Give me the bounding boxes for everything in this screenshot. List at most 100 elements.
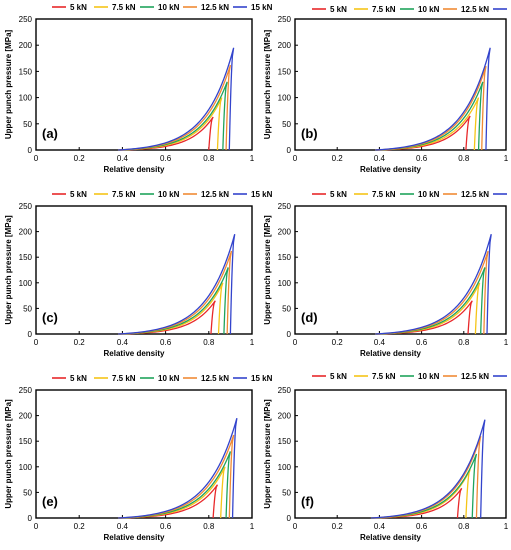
y-tick-label: 200 xyxy=(19,412,33,421)
plot-frame xyxy=(35,205,253,335)
x-tick-label: 0.4 xyxy=(374,338,386,347)
legend-label: 5 kN xyxy=(70,374,87,383)
series-line xyxy=(375,47,491,151)
y-tick-label: 50 xyxy=(282,488,291,497)
series-line xyxy=(118,47,235,151)
legend-label: 15 kN xyxy=(251,190,273,199)
x-axis-label: Relative density xyxy=(104,349,165,358)
y-tick-label: 250 xyxy=(19,15,33,24)
y-axis-label: Upper punch pressure [MPa] xyxy=(263,399,272,509)
y-tick-label: 150 xyxy=(19,437,33,446)
series-line xyxy=(375,65,487,151)
x-tick-label: 0 xyxy=(34,154,39,163)
x-tick-label: 0 xyxy=(34,338,39,347)
legend-label: 5 kN xyxy=(330,372,347,381)
y-tick-label: 0 xyxy=(28,514,33,523)
x-tick-label: 0.2 xyxy=(332,154,344,163)
y-tick-label: 100 xyxy=(278,94,292,103)
series-line xyxy=(118,64,232,151)
x-tick-label: 0.4 xyxy=(374,522,386,531)
x-tick-label: 1 xyxy=(250,522,255,531)
x-tick-label: 1 xyxy=(504,338,509,347)
y-tick-label: 100 xyxy=(19,463,33,472)
x-tick-label: 0 xyxy=(293,154,298,163)
y-tick-label: 100 xyxy=(19,94,33,103)
x-tick-label: 0.2 xyxy=(74,154,86,163)
plot-frame xyxy=(294,205,507,335)
x-tick-label: 0.4 xyxy=(117,522,129,531)
y-tick-label: 150 xyxy=(278,253,292,262)
x-axis-label: Relative density xyxy=(104,533,165,542)
legend-label: 5 kN xyxy=(330,5,347,14)
panel-label: (e) xyxy=(42,494,58,509)
y-axis-label: Upper punch pressure [MPa] xyxy=(4,399,13,509)
series-line xyxy=(375,250,489,335)
x-tick-label: 0.2 xyxy=(74,338,86,347)
plot-frame xyxy=(35,18,253,151)
x-axis-label: Relative density xyxy=(360,349,421,358)
x-tick-label: 1 xyxy=(504,154,509,163)
panel-label: (c) xyxy=(42,310,58,325)
legend-label: 12.5 kN xyxy=(201,3,229,12)
y-tick-label: 150 xyxy=(19,253,33,262)
x-tick-label: 0 xyxy=(34,522,39,531)
y-tick-label: 250 xyxy=(278,202,292,211)
y-axis-label: Upper punch pressure [MPa] xyxy=(263,215,272,325)
x-tick-label: 0.8 xyxy=(458,154,470,163)
x-tick-label: 0.2 xyxy=(74,522,86,531)
series-line xyxy=(375,233,492,335)
series-line xyxy=(370,419,486,519)
legend-label: 10 kN xyxy=(418,5,440,14)
y-axis-label: Upper punch pressure [MPa] xyxy=(4,215,13,325)
legend-label: 12.5 kN xyxy=(461,372,489,381)
x-tick-label: 0.4 xyxy=(117,154,129,163)
series-line xyxy=(370,435,482,519)
series-line xyxy=(118,233,236,335)
x-tick-label: 0.6 xyxy=(160,154,172,163)
legend-label: 7.5 kN xyxy=(112,374,136,383)
y-tick-label: 250 xyxy=(19,202,33,211)
y-tick-label: 100 xyxy=(19,279,33,288)
legend-label: 10 kN xyxy=(158,190,180,199)
series-line xyxy=(118,417,238,519)
y-tick-label: 200 xyxy=(19,228,33,237)
x-tick-label: 1 xyxy=(250,338,255,347)
legend-label: 12.5 kN xyxy=(201,374,229,383)
x-axis-label: Relative density xyxy=(104,165,165,174)
legend-label: 12.5 kN xyxy=(201,190,229,199)
x-tick-label: 0.6 xyxy=(416,154,428,163)
y-tick-label: 250 xyxy=(278,15,292,24)
y-tick-label: 0 xyxy=(28,146,33,155)
y-axis-label: Upper punch pressure [MPa] xyxy=(263,29,272,139)
y-tick-label: 0 xyxy=(287,330,292,339)
panel-label: (d) xyxy=(301,310,318,325)
y-tick-label: 50 xyxy=(23,488,32,497)
x-tick-label: 0.6 xyxy=(416,338,428,347)
x-tick-label: 0 xyxy=(293,338,298,347)
y-tick-label: 150 xyxy=(19,67,33,76)
x-tick-label: 0.6 xyxy=(416,522,428,531)
y-tick-label: 50 xyxy=(282,304,291,313)
y-tick-label: 50 xyxy=(23,304,32,313)
legend-label: 5 kN xyxy=(70,190,87,199)
x-tick-label: 0.4 xyxy=(117,338,129,347)
y-tick-label: 150 xyxy=(278,67,292,76)
legend-label: 10 kN xyxy=(418,372,440,381)
y-tick-label: 200 xyxy=(278,41,292,50)
legend-label: 5 kN xyxy=(70,3,87,12)
x-tick-label: 0.8 xyxy=(203,338,215,347)
y-tick-label: 0 xyxy=(28,330,33,339)
series-line xyxy=(118,250,233,335)
y-tick-label: 50 xyxy=(282,120,291,129)
plot-frame xyxy=(294,18,507,151)
legend-label: 15 kN xyxy=(251,3,273,12)
panel-label: (b) xyxy=(301,126,318,141)
panel-label: (f) xyxy=(301,494,314,509)
x-tick-label: 0 xyxy=(293,522,298,531)
